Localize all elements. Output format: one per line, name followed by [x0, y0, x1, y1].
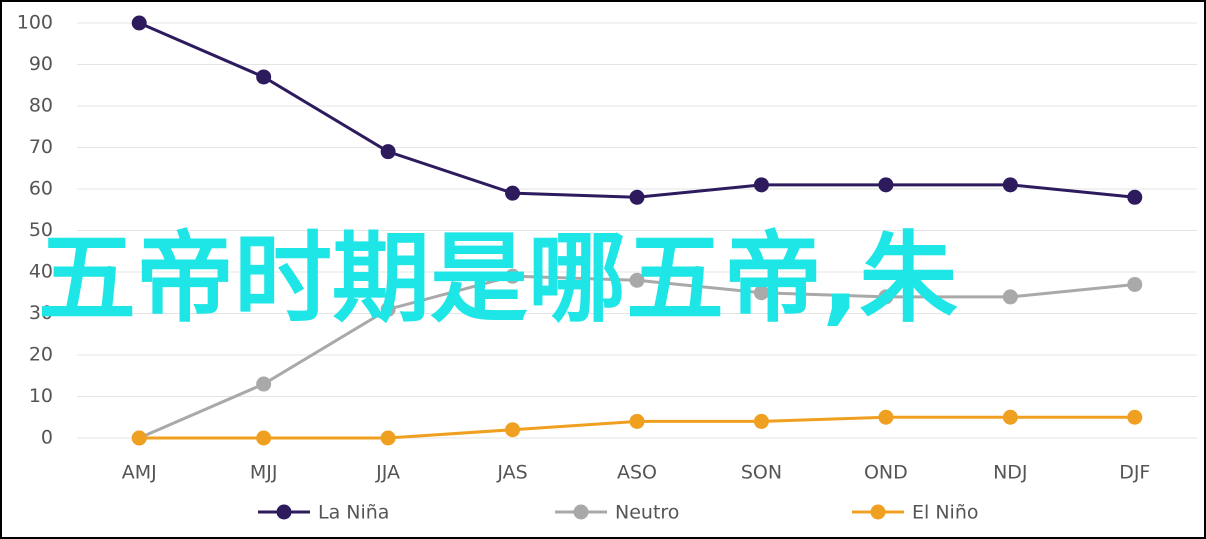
data-point [380, 301, 396, 317]
data-point [1002, 289, 1018, 305]
legend-label: El Niño [912, 502, 978, 524]
legend-marker [276, 504, 292, 520]
data-point [753, 177, 769, 193]
data-point [1127, 189, 1143, 205]
data-point [629, 189, 645, 205]
x-tick-label: ASO [617, 462, 657, 484]
x-tick-label: SON [741, 462, 782, 484]
data-point [753, 413, 769, 429]
overlay-text: 五帝时期是哪五帝,朱 [38, 222, 958, 336]
y-tick-label: 70 [29, 136, 53, 158]
data-point [256, 376, 272, 392]
data-point [1127, 276, 1143, 292]
y-tick-label: 100 [17, 12, 53, 34]
data-point [629, 413, 645, 429]
data-point [629, 272, 645, 288]
legend-marker [870, 504, 886, 520]
data-point [505, 268, 521, 284]
x-tick-label: JAS [496, 462, 527, 484]
y-tick-label: 40 [29, 261, 53, 283]
data-point [380, 430, 396, 446]
y-tick-label: 10 [29, 385, 53, 407]
x-tick-label: NDJ [993, 462, 1027, 484]
data-point [753, 285, 769, 301]
y-tick-label: 60 [29, 178, 53, 200]
y-tick-label: 30 [29, 302, 53, 324]
data-point [878, 289, 894, 305]
data-point [256, 430, 272, 446]
data-point [505, 422, 521, 438]
x-tick-label: JJA [375, 462, 400, 484]
data-point [131, 15, 147, 31]
legend-label: Neutro [615, 502, 679, 524]
x-tick-label: OND [864, 462, 908, 484]
y-tick-label: 50 [29, 219, 53, 241]
data-point [878, 177, 894, 193]
data-point [1127, 409, 1143, 425]
y-tick-label: 0 [41, 427, 53, 449]
data-point [1002, 409, 1018, 425]
y-tick-label: 20 [29, 344, 53, 366]
x-tick-label: AMJ [122, 462, 157, 484]
data-point [1002, 177, 1018, 193]
data-point [256, 69, 272, 85]
x-tick-label: MJJ [250, 462, 278, 484]
data-point [131, 430, 147, 446]
data-point [878, 409, 894, 425]
plot [131, 15, 1143, 446]
legend: La Niña Neutro El Niño [258, 502, 978, 524]
x-tick-label: DJF [1119, 462, 1150, 484]
y-tick-label: 80 [29, 95, 53, 117]
data-point [380, 144, 396, 160]
legend-marker [573, 504, 589, 520]
y-tick-label: 90 [29, 53, 53, 75]
data-point [505, 185, 521, 201]
legend-label: La Niña [318, 502, 389, 524]
